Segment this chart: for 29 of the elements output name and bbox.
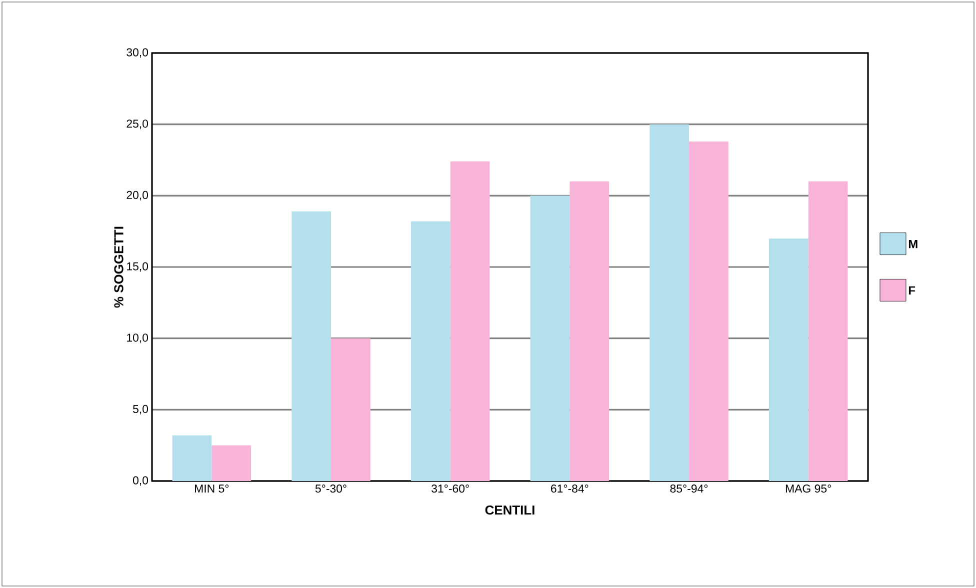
bar	[570, 181, 610, 481]
bar	[331, 338, 370, 481]
y-tick-label: 5,0	[133, 404, 148, 414]
y-tick-label: 20,0	[126, 190, 148, 200]
y-tick-label: 15,0	[127, 262, 148, 272]
x-axis-title: CENTILI	[485, 505, 534, 515]
bar	[212, 445, 252, 481]
x-tick-label: MAG 95°	[786, 484, 831, 493]
y-tick-label: 10,0	[127, 334, 148, 344]
x-tick-label: 85°-94°	[670, 484, 708, 493]
bar	[768, 238, 808, 481]
legend-label: F	[908, 286, 916, 295]
bar	[292, 211, 332, 481]
bar	[530, 196, 570, 481]
bar	[650, 124, 690, 481]
bar	[172, 435, 212, 481]
bar	[410, 221, 450, 481]
y-axis-title: % SOGGETTI	[114, 226, 124, 308]
y-tick-label: 30,0	[126, 48, 148, 58]
y-tick-label: 0,0	[133, 476, 148, 486]
x-tick-label: 31°-60°	[432, 484, 469, 493]
bar	[450, 161, 490, 481]
x-tick-label: 5°-30°	[315, 484, 346, 493]
x-tick-label: 61°-84°	[551, 484, 588, 493]
y-tick-label: 25,0	[126, 120, 148, 130]
legend-label: M	[908, 240, 918, 248]
x-tick-label: MIN 5°	[195, 484, 229, 493]
bar	[689, 141, 728, 481]
bar	[808, 181, 848, 481]
